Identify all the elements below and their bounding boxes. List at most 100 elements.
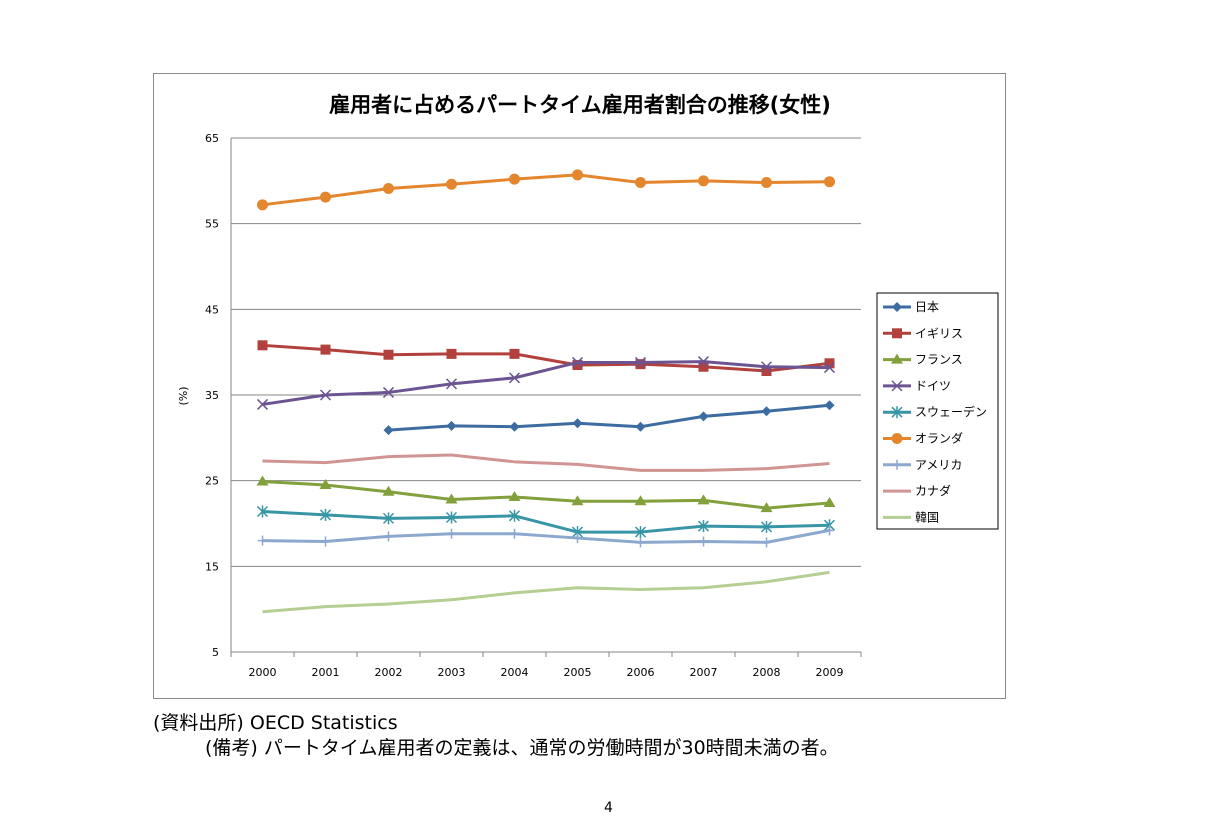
series-line (262, 343, 830, 373)
data-point-plus (698, 536, 709, 547)
data-point-star (382, 512, 395, 525)
x-tick-label: 2008 (753, 666, 781, 679)
legend-label: 日本 (915, 300, 939, 314)
data-point-circle (509, 173, 520, 185)
series-layer (256, 169, 836, 614)
data-point-square (446, 348, 457, 359)
data-point-x (634, 356, 647, 368)
data-point-square (257, 340, 268, 351)
x-tick-label: 2005 (564, 666, 592, 679)
data-point-star (760, 520, 773, 533)
series-7 (257, 525, 835, 548)
x-tick-label: 2002 (375, 666, 403, 679)
data-point-square (761, 366, 772, 377)
data-point-circle (446, 178, 457, 190)
data-point-plus (383, 531, 394, 542)
series-line (262, 453, 830, 472)
data-point-x (823, 362, 836, 374)
legend-label: アメリカ (915, 458, 962, 472)
data-point-plus (509, 528, 520, 539)
data-point-x (571, 356, 584, 368)
legend-item: アメリカ (883, 458, 962, 472)
data-point-x (508, 372, 521, 384)
series-line (262, 173, 830, 207)
y-tick-label: 35 (205, 389, 219, 402)
data-point-square (320, 344, 331, 355)
data-point-triangle (256, 475, 269, 486)
data-point-square (698, 361, 709, 372)
data-point-square (635, 359, 646, 370)
series-3 (256, 475, 836, 513)
data-point-circle (698, 175, 709, 187)
data-point-circle (824, 176, 835, 188)
chart-frame: 雇用者に占めるパートタイム雇用者割合の推移(女性) (%) 65 55 45 35 25… (153, 73, 1006, 699)
data-point-legend (891, 353, 903, 364)
data-point-legend (892, 459, 902, 470)
data-point-triangle (760, 502, 773, 513)
data-point-triangle (445, 493, 458, 504)
data-point-diamond (761, 406, 772, 417)
legend-item: カナダ (883, 483, 951, 498)
y-tick-label: 5 (212, 646, 219, 659)
data-point-plus (761, 537, 772, 548)
data-point-legend (891, 380, 903, 392)
source-note: (資料出所) OECD Statistics (153, 712, 398, 734)
series-line (262, 510, 830, 534)
x-tick-label: 2003 (438, 666, 466, 679)
legend-label: フランス (915, 353, 963, 367)
y-tick-label: 45 (205, 303, 219, 316)
remarks-note: (備考) パートタイム雇用者の定義は、通常の労働時間が30時間未満の者。 (205, 737, 839, 759)
data-point-x (382, 386, 395, 398)
data-point-x (319, 389, 332, 401)
x-tick-label: 2000 (249, 666, 277, 679)
data-point-plus (824, 525, 835, 536)
data-point-x (697, 356, 710, 368)
legend-item: スウェーデン (883, 404, 987, 419)
series-line (388, 403, 830, 432)
data-point-x (256, 398, 269, 410)
x-tick-label: 2006 (627, 666, 655, 679)
y-tick-label: 55 (205, 218, 219, 231)
legend-label: イギリス (915, 326, 963, 340)
series-line (262, 360, 830, 406)
series-line (262, 480, 830, 510)
series-2 (257, 340, 835, 377)
series-9 (262, 570, 830, 614)
data-point-star (445, 511, 458, 524)
chart-canvas: 雇用者に占めるパートタイム雇用者割合の推移(女性) (%) 65 55 45 35 25… (177, 93, 999, 679)
series-1 (383, 400, 835, 436)
data-point-plus (635, 537, 646, 548)
legend-item: イギリス (883, 326, 963, 340)
x-tick-label: 2001 (312, 666, 340, 679)
legend-label: 韓国 (915, 510, 939, 524)
data-point-triangle (382, 485, 395, 496)
y-tick-label: 15 (205, 560, 219, 573)
data-point-plus (320, 536, 331, 547)
data-point-plus (446, 528, 457, 539)
legend-label: オランダ (915, 431, 963, 446)
data-point-square (383, 349, 394, 360)
data-point-circle (383, 183, 394, 195)
data-point-diamond (572, 418, 583, 429)
data-point-diamond (824, 400, 835, 411)
data-point-circle (572, 169, 583, 181)
data-point-legend (892, 302, 902, 312)
legend-item: オランダ (883, 431, 963, 446)
data-point-star (508, 509, 521, 522)
data-point-diamond (446, 420, 457, 431)
series-8 (262, 453, 830, 472)
data-point-circle (635, 177, 646, 189)
series-4 (256, 356, 836, 410)
x-tick-label: 2004 (501, 666, 529, 679)
page-number: 4 (604, 800, 613, 816)
data-point-square (572, 360, 583, 371)
y-tick-label: 25 (205, 475, 219, 488)
data-point-diamond (509, 421, 520, 432)
data-point-plus (572, 533, 583, 544)
data-point-triangle (571, 495, 584, 506)
legend-label: ドイツ (915, 379, 951, 393)
legend-item: 日本 (883, 300, 939, 314)
data-point-triangle (634, 495, 647, 506)
data-point-x (445, 378, 458, 390)
